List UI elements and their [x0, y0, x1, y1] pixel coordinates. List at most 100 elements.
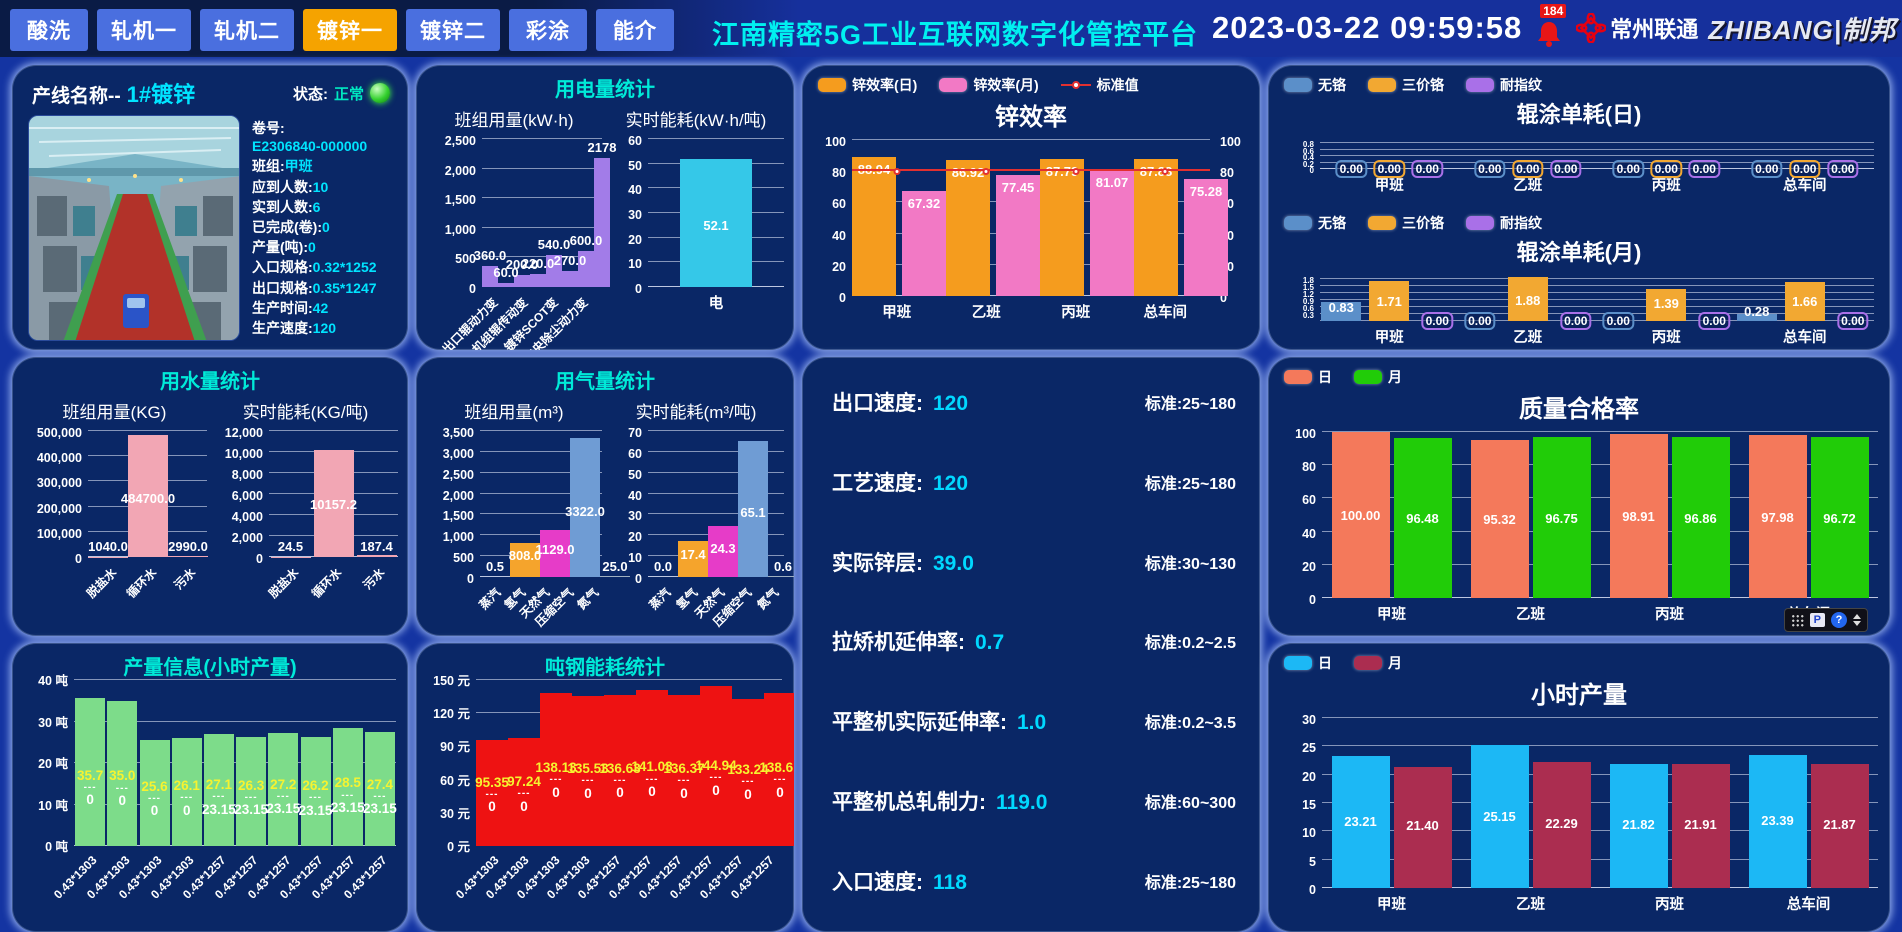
- legend-swatch-icon: [818, 78, 846, 92]
- metrics-rows: 出口速度: 120 标准:25~180 工艺速度: 120 标准:25~180 实际锌层: 3…: [802, 357, 1260, 932]
- floating-toolbar[interactable]: P ?: [1783, 608, 1868, 632]
- legend-swatch-icon: [1284, 656, 1312, 670]
- legend-item[interactable]: 耐指纹: [1466, 213, 1542, 233]
- metric-row: 拉矫机延伸率: 0.7 标准:0.2~2.5: [832, 631, 1236, 655]
- production-line-photo: [28, 115, 240, 341]
- roller-month-title: 辊涂单耗(月): [1516, 240, 1642, 265]
- legend-swatch-icon: [1060, 81, 1091, 89]
- legend-item[interactable]: 标准值: [1060, 75, 1139, 95]
- process-metrics-panel: 出口速度: 120 标准:25~180 工艺速度: 120 标准:25~180 实际锌层: 3…: [802, 357, 1260, 932]
- legend-item[interactable]: 日: [1284, 653, 1332, 673]
- legend-item[interactable]: 耐指纹: [1466, 75, 1542, 95]
- chart-subtitle: 班组用量(kW·h): [454, 111, 574, 130]
- legend-swatch-icon: [1284, 78, 1312, 92]
- roller-day-title: 辊涂单耗(日): [1516, 102, 1642, 127]
- panel-title-electricity: 用电量统计: [555, 79, 655, 101]
- hourly-title: 小时产量: [1531, 682, 1627, 709]
- legend-item[interactable]: 锌效率(月): [939, 75, 1039, 95]
- nav-button-3[interactable]: 镀锌一: [303, 9, 397, 51]
- zinc-efficiency-legend: 锌效率(日) 锌效率(月) 标准值: [802, 65, 1260, 97]
- electricity-realtime-chart: 实时能耗(kW·h/吨) 0 10 20 30 40 50 60 52.1 电: [606, 102, 786, 349]
- legend-swatch-icon: [939, 78, 968, 92]
- electricity-panel: 用电量统计 班组用量(kW·h) 0 500 1,000 1,500 2,000 2,500…: [416, 65, 794, 350]
- chart-subtitle: 实时能耗(KG/吨): [242, 403, 369, 422]
- status-green-orb-icon: [370, 83, 390, 103]
- info-field: 实到人数: 6: [252, 198, 321, 215]
- panel-title-gas: 用气量统计: [555, 371, 655, 393]
- production-chart: 0 吨 10 吨 20 吨 30 吨 40 吨 35.7 --- 0 35.0 --- 0 25.6-…: [38, 674, 397, 902]
- bell-icon: [1538, 22, 1561, 47]
- roller-day-legend: 无铬 三价铬 耐指纹: [1268, 65, 1890, 97]
- legend-swatch-icon: [1284, 216, 1312, 230]
- operator-logo: 常州联通: [1576, 12, 1698, 44]
- legend-item[interactable]: 锌效率(日): [818, 75, 917, 95]
- alarm-count-badge: 184: [1540, 4, 1567, 18]
- line-status: 状态: 正常: [293, 83, 390, 104]
- nav-button-0[interactable]: 酸洗: [10, 9, 88, 51]
- metric-row: 出口速度: 120 标准:25~180: [832, 392, 1236, 415]
- program-icon[interactable]: P: [1809, 613, 1825, 627]
- alarm-bell-button[interactable]: 184: [1532, 4, 1567, 50]
- legend-item[interactable]: 月: [1354, 367, 1402, 387]
- brand-logo: ZHIBANG|制邦: [1708, 14, 1896, 45]
- legend-swatch-icon: [1466, 216, 1494, 230]
- legend-item[interactable]: 日: [1284, 367, 1332, 387]
- gas-realtime-chart: 实时能耗(m³/吨) 0 10 20 30 40 50 60 70 0.0 17.4 24.3 65.1…: [606, 394, 794, 635]
- quality-chart: 0 20 40 60 80 100 100.00 96.48 95.32 96.75 98.91 96…: [1268, 427, 1890, 626]
- info-field: 生产速度: 120: [252, 319, 337, 336]
- roller-month-legend: 无铬 三价铬 耐指纹: [1268, 203, 1890, 235]
- metric-row: 实际锌层: 39.0 标准:30~130: [832, 551, 1236, 575]
- legend-item[interactable]: 无铬: [1284, 213, 1346, 233]
- quality-title: 质量合格率: [1519, 396, 1639, 423]
- chart-subtitle: 班组用量(KG): [62, 403, 167, 422]
- ton-energy-panel: 吨钢能耗统计 0 元 30 元 60 元 90 元 120 元 150 元 95.35 ---…: [416, 643, 794, 932]
- operator-name: 常州联通: [1610, 17, 1699, 42]
- hourly-legend: 日月: [1268, 643, 1890, 675]
- dots-grid-icon[interactable]: [1790, 613, 1804, 627]
- info-field: 出口规格: 0.35*1247: [252, 279, 377, 296]
- updown-arrows-icon[interactable]: [1853, 614, 1861, 626]
- line-title: 产线名称-- 1#镀锌: [32, 82, 196, 107]
- dashboard-grid: 产线名称-- 1#镀锌 状态: 正常: [0, 57, 1902, 932]
- gas-shift-chart: 班组用量(m³) 0 500 1,000 1,500 2,000 2,500 3,000 3,5…: [424, 394, 630, 635]
- help-icon[interactable]: ?: [1831, 612, 1847, 628]
- panel-title-ton-energy: 吨钢能耗统计: [545, 657, 665, 679]
- metric-row: 平整机总轧制力: 119.0 标准:60~300: [832, 791, 1236, 815]
- chart-subtitle: 班组用量(m³): [464, 403, 564, 422]
- nav-button-5[interactable]: 彩涂: [509, 9, 587, 51]
- legend-item[interactable]: 月: [1354, 653, 1402, 673]
- header-right: 2023-03-22 09:59:58 184: [1212, 4, 1896, 50]
- hourly-output-panel: 日月 小时产量 0 5 10 15 20 25 30 23.21 21.40 25.15 22.29…: [1268, 643, 1890, 932]
- water-realtime-chart: 实时能耗(KG/吨) 0 2,000 4,000 6,000 8,000 10,000 12,…: [211, 394, 400, 605]
- roller-day-section: 无铬 三价铬 耐指纹 辊涂单耗(日) 0 0.2 0.4 0.6 0.8 0.00 0.00 0.…: [1268, 65, 1890, 195]
- top-nav: 酸洗 轧机一 轧机二 镀锌一 镀锌二 彩涂 能介: [10, 9, 674, 51]
- nav-button-6[interactable]: 能介: [596, 9, 674, 51]
- legend-item[interactable]: 无铬: [1284, 75, 1346, 95]
- nav-button-2[interactable]: 轧机二: [200, 9, 294, 51]
- water-panel: 用水量统计 班组用量(KG) 0 100,000 200,000 300,000 400,…: [12, 357, 408, 636]
- nav-button-1[interactable]: 轧机一: [97, 9, 191, 51]
- line-info-panel: 产线名称-- 1#镀锌 状态: 正常: [12, 65, 408, 350]
- legend-swatch-icon: [1368, 78, 1396, 92]
- metric-row: 工艺速度: 120 标准:25~180: [832, 471, 1236, 495]
- platform-title: 江南精密5G工业互联网数字化管控平台: [712, 20, 1199, 50]
- top-header: 酸洗 轧机一 轧机二 镀锌一 镀锌二 彩涂 能介 江南精密5G工业互联网数字化管控平台 20…: [0, 0, 1902, 57]
- nav-button-4[interactable]: 镀锌二: [406, 9, 500, 51]
- production-panel: 产量信息(小时产量) 0 吨 10 吨 20 吨 30 吨 40 吨 35.7 --- 0 35…: [12, 643, 408, 932]
- gas-panel: 用气量统计 班组用量(m³) 0 500 1,000 1,500 2,000 2,500 3,…: [416, 357, 794, 636]
- ton-energy-chart: 0 元 30 元 60 元 90 元 120 元 150 元 95.35 --- 0 97.24-…: [416, 674, 794, 918]
- water-shift-chart: 班组用量(KG) 0 100,000 200,000 300,000 400,000 500…: [20, 394, 209, 605]
- info-field: 已完成(卷): 0: [252, 218, 330, 235]
- roller-day-chart: 0 0.2 0.4 0.6 0.8 0.00 0.00 0.00 0.00 0.00 0.00 0.0…: [1268, 140, 1890, 195]
- unicom-knot-icon: [1576, 13, 1607, 43]
- info-field: 应到人数: 10: [252, 178, 329, 195]
- info-field: 卷号: E2306840-000000: [252, 120, 368, 155]
- quality-panel: 日 月 质量合格率 0 20 40 60 80 100 100.00 96.48 95.32 96.…: [1268, 357, 1890, 636]
- line-name: 1#镀锌: [126, 82, 196, 107]
- legend-item[interactable]: 三价铬: [1368, 75, 1444, 95]
- info-field: 班组: 甲班: [252, 158, 313, 175]
- legend-item[interactable]: 三价铬: [1368, 213, 1444, 233]
- metric-row: 平整机实际延伸率: 1.0 标准:0.2~3.5: [832, 711, 1236, 735]
- zinc-efficiency-panel: 锌效率(日) 锌效率(月) 标准值 锌效率 0 20 40 60 80 100 88.94 67.…: [802, 65, 1260, 350]
